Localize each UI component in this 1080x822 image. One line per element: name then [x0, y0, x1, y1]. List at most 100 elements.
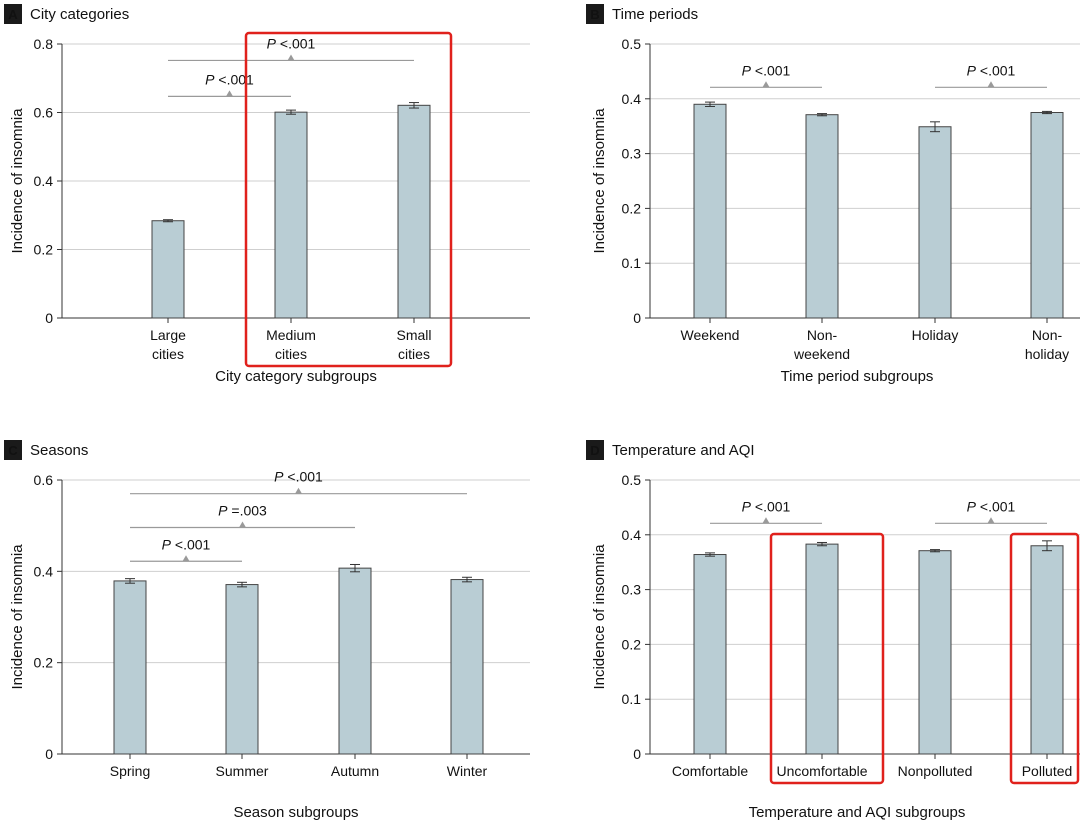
y-tick-label: 0.4: [34, 563, 54, 579]
panel-title: Time periods: [612, 6, 698, 23]
p-operator: <: [215, 71, 227, 87]
category-label: cities: [275, 346, 307, 362]
category-label: Polluted: [1022, 763, 1073, 779]
error-bar: [1042, 540, 1052, 552]
p-symbol: P: [967, 62, 977, 78]
p-value-label: P <.001: [162, 536, 211, 552]
panel-d: D Temperature and AQI 0 0.1 0.2 0.3 0.4 0.5 Inci…: [586, 440, 1080, 821]
y-axis-label: Incidence of insomnia: [591, 544, 608, 690]
category-label: Autumn: [331, 763, 379, 779]
bar: [918, 126, 952, 319]
comparison: P <.001: [168, 71, 291, 98]
highlight-box: [1009, 532, 1080, 785]
y-tick-label: 0.6: [34, 472, 54, 488]
comparison-marker: [762, 81, 770, 88]
category-label: Nonpolluted: [898, 763, 973, 779]
p-operator: <: [976, 62, 988, 78]
comparison-marker: [762, 517, 770, 524]
y-axis-label: Incidence of insomnia: [9, 544, 26, 690]
panel-label: C: [8, 443, 18, 458]
category-label: cities: [152, 346, 184, 362]
category-label: Small: [396, 327, 431, 343]
error-bar: [930, 121, 940, 133]
bar: [338, 567, 372, 755]
p-value: .001: [227, 71, 254, 87]
error-bar: [237, 581, 247, 588]
bar: [274, 111, 308, 319]
category-label: Medium: [266, 327, 316, 343]
error-bar: [1042, 110, 1052, 115]
p-value: .001: [763, 498, 790, 514]
bar: [397, 104, 431, 319]
category-label: Non-: [1032, 327, 1063, 343]
p-operator: <: [751, 62, 763, 78]
panel-title: Seasons: [30, 442, 88, 459]
y-tick-label: 0: [633, 310, 641, 326]
p-value-label: P <.001: [967, 498, 1016, 514]
y-tick-label: 0.5: [622, 36, 642, 52]
p-symbol: P: [162, 536, 172, 552]
category-label: Holiday: [912, 327, 959, 343]
panel-title: City categories: [30, 6, 129, 23]
p-value: .001: [988, 498, 1015, 514]
y-tick-label: 0.8: [34, 36, 54, 52]
x-axis-label: City category subgroups: [215, 368, 377, 385]
p-value: .001: [988, 62, 1015, 78]
p-operator: <: [171, 536, 183, 552]
bar: [113, 580, 147, 755]
p-value: .003: [240, 502, 267, 518]
category-label: Weekend: [681, 327, 740, 343]
panel-label: B: [590, 7, 599, 22]
bar: [450, 579, 484, 755]
y-tick-label: 0.2: [622, 200, 642, 216]
y-tick-label: 0.2: [622, 636, 642, 652]
panel-title: Temperature and AQI: [612, 442, 755, 459]
p-value-label: P <.001: [742, 62, 791, 78]
bar: [918, 550, 952, 755]
p-value-label: P =.003: [218, 502, 267, 518]
category-label: Uncomfortable: [776, 763, 867, 779]
y-tick-label: 0.2: [34, 242, 54, 258]
bar: [693, 554, 727, 755]
p-value: .001: [288, 35, 315, 51]
p-operator: <: [976, 498, 988, 514]
error-bar: [705, 552, 715, 557]
bar: [693, 103, 727, 319]
highlight-box: [769, 532, 885, 785]
comparison-marker: [287, 54, 295, 61]
comparison-marker: [239, 521, 246, 528]
p-operator: =: [228, 502, 240, 518]
x-axis-label: Season subgroups: [233, 804, 358, 821]
p-symbol: P: [274, 469, 284, 485]
category-label: weekend: [793, 346, 850, 362]
p-symbol: P: [742, 62, 752, 78]
panel-label: D: [590, 443, 599, 458]
bar: [805, 543, 839, 755]
category-label: holiday: [1025, 346, 1069, 362]
comparison-marker: [987, 517, 995, 524]
error-bar: [163, 219, 173, 223]
x-axis-label: Time period subgroups: [781, 368, 934, 385]
category-label: Large: [150, 327, 186, 343]
comparison-marker: [295, 487, 302, 494]
panel-label-box: [586, 440, 604, 460]
y-tick-label: 0.3: [622, 582, 642, 598]
y-tick-label: 0.1: [622, 255, 642, 271]
bar: [805, 114, 839, 319]
p-operator: <: [751, 498, 763, 514]
error-bar: [286, 109, 296, 115]
comparison: P <.001: [168, 35, 414, 62]
comparison: P <.001: [710, 498, 822, 524]
comparison: P <.001: [130, 536, 242, 562]
comparison: P <.001: [935, 62, 1047, 88]
comparison-marker: [987, 81, 995, 88]
p-value: .001: [296, 469, 323, 485]
panel-label-box: [586, 4, 604, 24]
p-value: .001: [763, 62, 790, 78]
category-label: Spring: [110, 763, 150, 779]
y-tick-label: 0.4: [34, 173, 54, 189]
p-symbol: P: [218, 502, 228, 518]
p-value-label: P <.001: [267, 35, 316, 51]
comparison: P <.001: [935, 498, 1047, 524]
